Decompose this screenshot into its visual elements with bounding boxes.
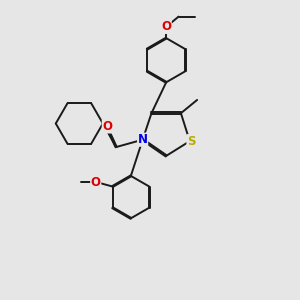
Text: O: O — [91, 176, 101, 189]
Text: N: N — [138, 133, 148, 146]
Text: O: O — [161, 20, 171, 33]
Text: O: O — [102, 120, 112, 133]
Text: S: S — [187, 135, 196, 148]
